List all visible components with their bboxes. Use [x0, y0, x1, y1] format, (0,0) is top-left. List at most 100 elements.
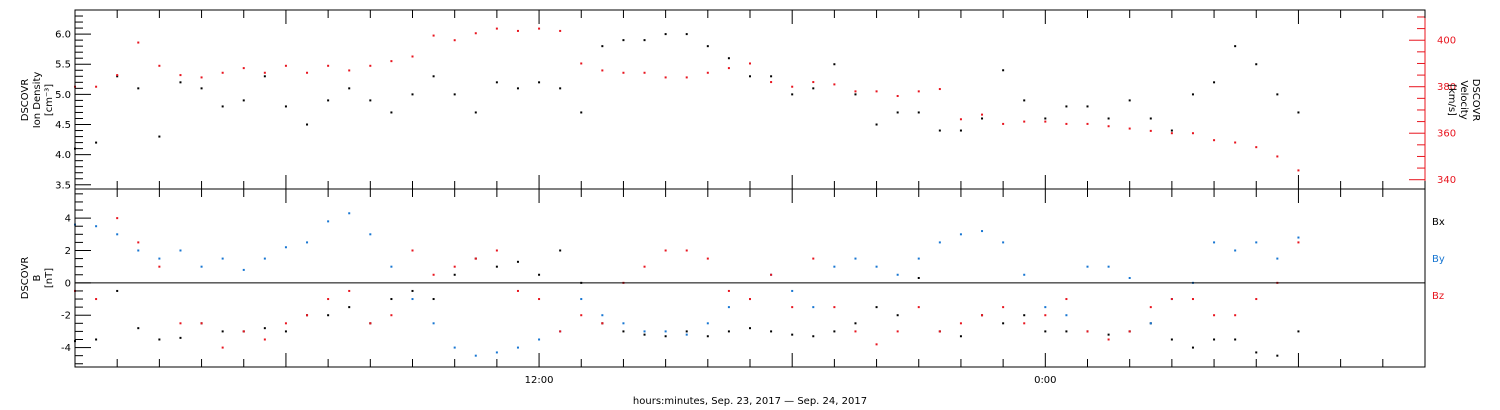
- by-point: [306, 241, 309, 244]
- density-point: [854, 93, 857, 96]
- bx-point: [559, 249, 562, 252]
- density-point: [306, 123, 309, 126]
- legend-bz: Bz: [1432, 291, 1444, 302]
- by-point: [622, 322, 625, 325]
- bz-point: [1213, 314, 1216, 317]
- density-point: [1255, 63, 1258, 66]
- velocity-point: [1255, 146, 1258, 149]
- bz-point: [411, 249, 414, 252]
- density-point: [348, 87, 351, 90]
- density-point: [1002, 69, 1005, 72]
- bx-point: [1107, 333, 1110, 336]
- velocity-point: [601, 69, 604, 72]
- bx-point: [390, 298, 393, 301]
- velocity-point: [981, 113, 984, 116]
- velocity-point: [538, 27, 541, 30]
- velocity-point: [749, 62, 751, 65]
- bz-point: [559, 330, 562, 333]
- by-point: [327, 220, 330, 223]
- density-point: [601, 45, 604, 48]
- bx-point: [770, 330, 773, 333]
- density-point: [812, 87, 815, 90]
- bx-point: [348, 306, 351, 309]
- bx-point: [538, 273, 541, 276]
- top-left-tick-label: 4.5: [55, 120, 71, 131]
- velocity-point: [1191, 132, 1194, 135]
- density-point: [432, 75, 435, 78]
- by-point: [263, 257, 266, 260]
- density-point: [221, 105, 224, 108]
- bz-point: [390, 314, 393, 317]
- density-point: [559, 87, 562, 90]
- bz-point: [1086, 330, 1089, 333]
- bx-point: [1255, 351, 1258, 354]
- density-point: [938, 129, 941, 132]
- velocity-point: [1149, 129, 1152, 132]
- bz-point: [221, 346, 224, 349]
- by-point: [284, 246, 287, 249]
- by-point: [1149, 322, 1152, 325]
- by-point: [727, 306, 730, 309]
- by-point: [390, 265, 393, 268]
- bz-point: [516, 289, 519, 292]
- by-point: [580, 298, 583, 301]
- velocity-point: [1065, 122, 1068, 125]
- velocity-point: [1297, 169, 1300, 172]
- velocity-point: [1170, 132, 1173, 135]
- velocity-point: [1276, 155, 1279, 158]
- velocity-point: [411, 55, 414, 58]
- bz-point: [453, 265, 456, 268]
- bx-point: [453, 273, 456, 276]
- density-point: [1213, 81, 1216, 84]
- velocity-point: [1044, 120, 1047, 123]
- bx-point: [516, 260, 519, 263]
- bottom-ylabel-unit: [nT]: [44, 268, 55, 288]
- bz-point: [833, 306, 836, 309]
- velocity-point: [474, 32, 477, 35]
- bx-point: [791, 333, 794, 336]
- bz-point: [95, 298, 98, 301]
- bz-point: [432, 273, 435, 276]
- bx-point: [1170, 338, 1173, 341]
- velocity-point: [1234, 141, 1237, 144]
- velocity-point: [875, 90, 878, 93]
- bz-point: [242, 330, 245, 333]
- by-point: [369, 233, 372, 236]
- velocity-point: [495, 27, 498, 30]
- velocity-point: [812, 81, 815, 84]
- density-point: [685, 33, 688, 36]
- velocity-point: [1086, 122, 1089, 125]
- bottom-panel-points: [74, 212, 1300, 357]
- bz-point: [601, 322, 604, 325]
- bz-point: [348, 289, 351, 292]
- velocity-point: [137, 41, 140, 44]
- bz-point: [749, 298, 751, 301]
- density-point: [538, 81, 541, 84]
- density-point: [95, 141, 98, 144]
- bz-point: [538, 298, 541, 301]
- bx-point: [959, 335, 962, 338]
- bz-point: [938, 330, 941, 333]
- by-point: [1107, 265, 1110, 268]
- density-point: [791, 93, 794, 96]
- x-tick-label: 0:00: [1034, 375, 1056, 386]
- x-axis-label: hours:minutes, Sep. 23, 2017 — Sep. 24, …: [633, 396, 867, 407]
- by-point: [221, 257, 224, 260]
- bz-point: [158, 265, 161, 268]
- bx-point: [1213, 338, 1216, 341]
- by-point: [1234, 249, 1237, 252]
- bx-point: [875, 306, 878, 309]
- velocity-point: [727, 67, 730, 70]
- bx-point: [812, 335, 815, 338]
- bz-point: [1170, 298, 1173, 301]
- velocity-point: [453, 39, 456, 42]
- velocity-point: [706, 71, 709, 74]
- by-point: [116, 233, 119, 236]
- bz-point: [1234, 314, 1237, 317]
- density-point: [411, 93, 414, 96]
- by-point: [1213, 241, 1216, 244]
- bx-point: [622, 330, 625, 333]
- velocity-point: [559, 29, 562, 32]
- bz-point: [959, 322, 962, 325]
- density-point: [749, 75, 751, 78]
